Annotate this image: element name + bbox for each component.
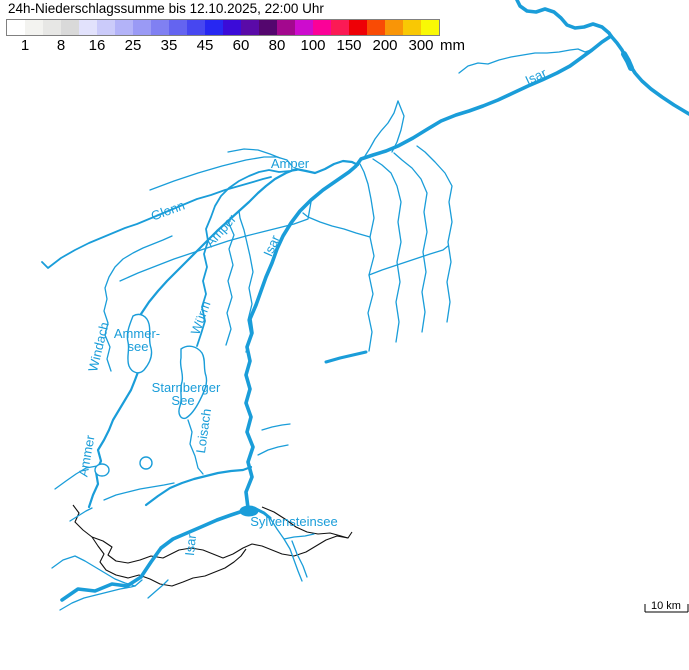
legend-color-segment [115, 20, 133, 35]
legend-tick-label: 25 [124, 37, 142, 54]
legend-color-segment [403, 20, 421, 35]
boundary-lines [72, 504, 353, 587]
boundary-line [91, 536, 247, 587]
legend-color-segment [349, 20, 367, 35]
legend-tick-label: 200 [372, 37, 398, 54]
legend-color-segment [367, 20, 385, 35]
river-loisach [69, 419, 253, 522]
legend-color-segment [385, 20, 403, 35]
map-label-isar-mid: Isar [260, 232, 283, 259]
legend-tick-label: 300 [408, 37, 434, 54]
legend-tick-label: 100 [300, 37, 326, 54]
legend-tick-label: 8 [56, 37, 66, 54]
river-amper [139, 159, 360, 316]
river-ammer [54, 370, 140, 509]
map-label-wurm: Würm [188, 299, 214, 337]
map-label-starnberger-line1: Starnberger [152, 380, 221, 395]
scale-bar: 10 km [644, 600, 689, 613]
legend-tick-label: 16 [88, 37, 106, 54]
legend-tick-label: 1 [20, 37, 30, 54]
legend-color-segment [241, 20, 259, 35]
legend-color-segment [295, 20, 313, 35]
legend-color-segment [43, 20, 61, 35]
legend-tick-label: 45 [196, 37, 214, 54]
legend-color-segment [79, 20, 97, 35]
legend-color-segment [97, 20, 115, 35]
lake-kochelsee [139, 456, 153, 470]
boundary-line [261, 506, 353, 539]
legend-color-segment [331, 20, 349, 35]
lake-staffelsee [94, 463, 110, 477]
legend-color-segment [61, 20, 79, 35]
legend-color-segment [169, 20, 187, 35]
lake-sylvensteinsee [239, 505, 315, 582]
stream-network [51, 48, 592, 611]
legend-color-segment [421, 20, 439, 35]
map-label-starnberger-line2: See [171, 393, 194, 408]
map-label-ammersee-line1: Ammer- [114, 326, 160, 341]
map-label-amper-upper: Amper [271, 156, 310, 171]
map-label-isar-south: Isar [182, 533, 199, 557]
legend-color-segment [313, 20, 331, 35]
scale-bar-label: 10 km [651, 600, 681, 612]
map-label-ammer: Ammer [75, 433, 97, 478]
map-label-ammersee-line2: see [128, 339, 149, 354]
lake-ammersee [126, 313, 153, 374]
legend-color-segment [223, 20, 241, 35]
legend-tick-label: 80 [268, 37, 286, 54]
river-glonn [41, 176, 272, 269]
river-windach [103, 235, 173, 372]
legend-color-segment [187, 20, 205, 35]
legend-tick-label: 150 [336, 37, 362, 54]
legend-ticks: mm 1 8 16 25 35 45 60 80 100 150 200 300 [0, 37, 689, 54]
legend-color-segment [133, 20, 151, 35]
legend-color-segment [277, 20, 295, 35]
river-isar [60, 0, 689, 602]
map-label-windach: Windach [85, 321, 112, 374]
map-labels: Isar Amper Glonn Amper Isar Würm Windach… [75, 65, 549, 557]
lake-starnberger-see [178, 345, 208, 420]
legend-colorbar [6, 19, 440, 36]
legend-color-segment [205, 20, 223, 35]
precipitation-legend: 24h-Niederschlagssumme bis 12.10.2025, 2… [0, 0, 689, 54]
river-network-map: Isar Amper Glonn Amper Isar Würm Windach… [41, 0, 689, 613]
boundary-line [72, 504, 349, 564]
map-label-glonn: Glonn [149, 198, 187, 224]
lakes [94, 313, 208, 477]
legend-color-segment [25, 20, 43, 35]
legend-unit: mm [440, 37, 465, 54]
map-label-loisach: Loisach [193, 408, 214, 454]
map-label-sylvensteinsee: Sylvensteinsee [250, 514, 337, 529]
legend-color-segment [259, 20, 277, 35]
legend-tick-label: 60 [232, 37, 250, 54]
legend-tick-label: 35 [160, 37, 178, 54]
legend-title: 24h-Niederschlagssumme bis 12.10.2025, 2… [8, 1, 324, 16]
river-wurm [196, 169, 298, 347]
map-label-isar-upper: Isar [523, 65, 550, 88]
legend-color-segment [151, 20, 169, 35]
legend-color-segment [7, 20, 25, 35]
